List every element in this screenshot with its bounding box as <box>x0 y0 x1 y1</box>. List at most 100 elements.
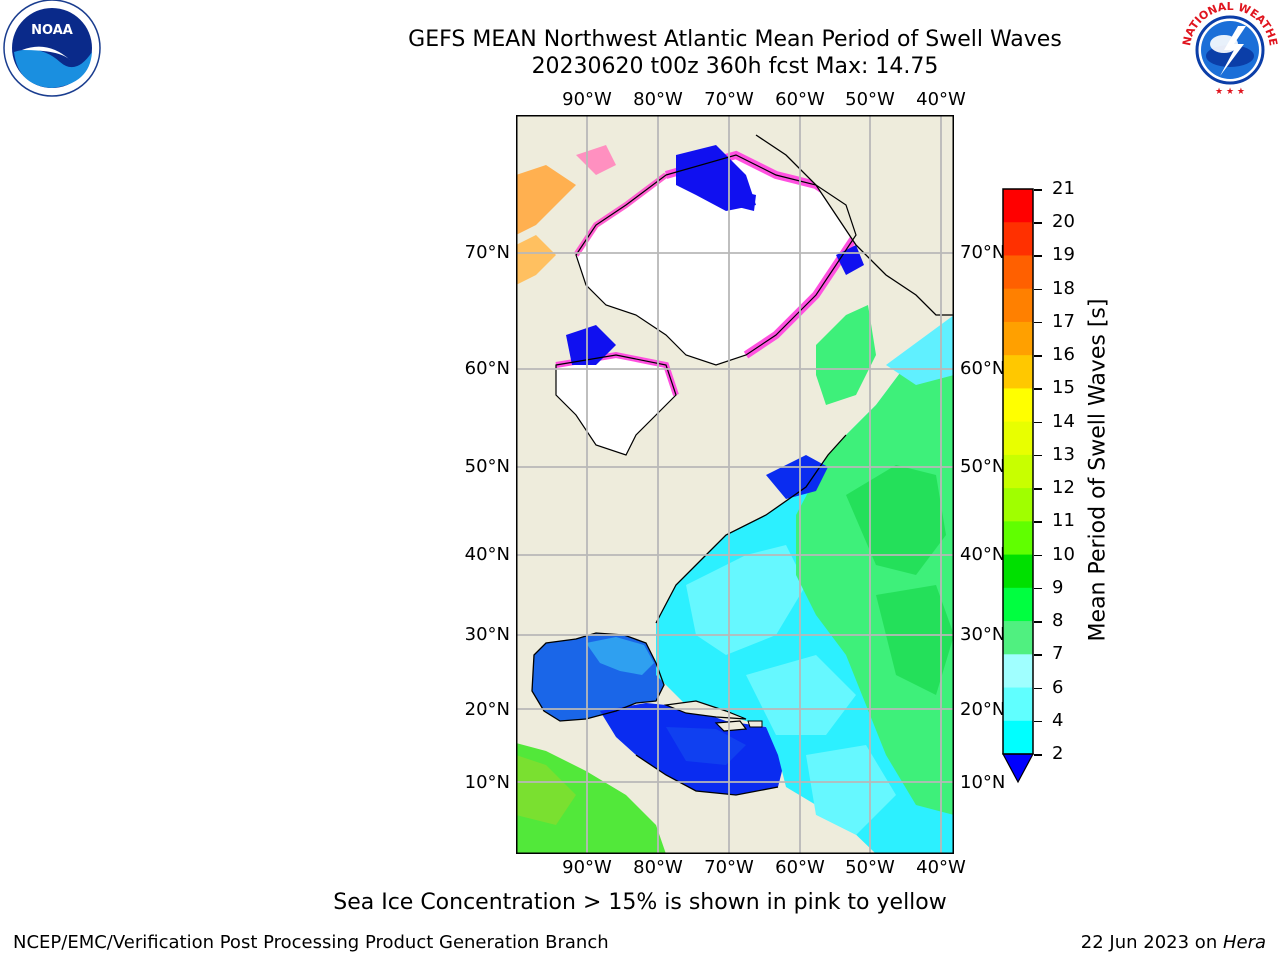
atlantic-green <box>796 335 954 815</box>
colorbar-tick-mark <box>1034 355 1042 357</box>
lon-label-bottom: 50°W <box>845 857 895 878</box>
footer-date: 22 Jun 2023 on <box>1080 932 1223 953</box>
nws-logo: NATIONAL WEATHER SERVICE ★ ★ ★ <box>1176 0 1280 100</box>
map-frame <box>516 115 954 854</box>
map-panel <box>516 115 954 854</box>
colorbar-tick-mark <box>1034 288 1042 291</box>
colorbar <box>1001 188 1036 784</box>
colorbar-tick-mark <box>1034 687 1042 690</box>
colorbar-extend-triangle <box>1001 753 1035 784</box>
colorbar-tick-label: 20 <box>1052 211 1075 233</box>
cuba <box>663 700 747 720</box>
footer-host: Hera <box>1222 932 1266 953</box>
lat-label-right: 50°N <box>960 456 1006 477</box>
colorbar-tick-label: 10 <box>1052 543 1075 565</box>
lat-label-right: 10°N <box>960 772 1006 793</box>
colorbar-tick-label: 21 <box>1052 178 1075 199</box>
colorbar-band <box>1003 355 1033 389</box>
colorbar-tick-mark <box>1034 421 1042 424</box>
lon-label-bottom: 60°W <box>775 857 825 878</box>
colorbar-tick-mark <box>1034 222 1042 224</box>
lon-label-bottom: 40°W <box>916 857 966 878</box>
colorbar-tick-mark <box>1034 388 1042 390</box>
colorbar-band <box>1003 321 1033 356</box>
lat-label-left: 20°N <box>464 699 510 720</box>
colorbar-tick-mark <box>1034 654 1042 656</box>
colorbar-band <box>1003 488 1033 522</box>
colorbar-tick-label: 16 <box>1052 344 1075 366</box>
lon-label-top: 60°W <box>775 89 825 110</box>
map-title: GEFS MEAN Northwest Atlantic Mean Period… <box>408 27 1062 52</box>
colorbar-band <box>1003 189 1033 223</box>
lat-label-right: 70°N <box>960 242 1006 263</box>
colorbar-band <box>1003 687 1033 722</box>
footer-right: 22 Jun 2023 on Hera <box>1081 932 1266 953</box>
colorbar-tick-mark <box>1034 554 1042 557</box>
colorbar-tick-label: 11 <box>1052 510 1075 532</box>
colorbar-band <box>1003 421 1033 456</box>
colorbar-tick-label: 14 <box>1052 410 1075 432</box>
hudson-bay-ice <box>576 155 856 365</box>
colorbar-tick-label: 6 <box>1052 676 1064 698</box>
footer-left: NCEP/EMC/Verification Post Processing Pr… <box>13 932 609 953</box>
colorbar-tick-mark <box>1034 488 1042 490</box>
colorbar-tick-label: 7 <box>1052 643 1064 665</box>
lat-label-left: 50°N <box>464 456 510 477</box>
colorbar-frame <box>1002 188 1034 755</box>
colorbar-tick-label: 9 <box>1052 576 1064 598</box>
colorbar-tick-mark <box>1034 189 1042 191</box>
graticule <box>516 115 954 854</box>
colorbar-tick-label: 18 <box>1052 277 1075 299</box>
lon-label-top: 50°W <box>845 89 895 110</box>
colorbar-band <box>1003 720 1033 755</box>
lat-label-left: 10°N <box>464 772 510 793</box>
lon-label-top: 70°W <box>704 89 754 110</box>
gulf-st-lawrence <box>766 455 828 499</box>
colorbar-label: Mean Period of Swell Waves [s] <box>1085 298 1111 642</box>
lat-label-right: 40°N <box>960 544 1006 565</box>
noaa-logo: NOAA <box>0 0 104 100</box>
lat-label-right: 20°N <box>960 699 1006 720</box>
colorbar-tick-mark <box>1034 754 1042 756</box>
colorbar-band <box>1003 288 1033 323</box>
colorbar-tick-mark <box>1034 587 1042 590</box>
colorbar-band <box>1003 587 1033 622</box>
colorbar-tick-mark <box>1034 255 1042 257</box>
colorbar-band <box>1003 521 1033 556</box>
colorbar-band <box>1003 454 1033 489</box>
colorbar-tick-label: 4 <box>1052 709 1064 731</box>
colorbar-tick-mark <box>1034 454 1042 457</box>
colorbar-band <box>1003 554 1033 589</box>
greenland <box>746 115 954 315</box>
colorbar-tick-label: 13 <box>1052 443 1075 465</box>
lat-label-left: 40°N <box>464 544 510 565</box>
lat-label-left: 60°N <box>464 358 510 379</box>
lon-label-top: 40°W <box>916 89 966 110</box>
lon-label-top: 80°W <box>633 89 683 110</box>
lat-label-left: 70°N <box>464 242 510 263</box>
lat-label-right: 60°N <box>960 358 1006 379</box>
colorbar-tick-mark <box>1034 321 1042 324</box>
lat-label-left: 30°N <box>464 624 510 645</box>
lon-label-bottom: 80°W <box>633 857 683 878</box>
colorbar-band <box>1003 654 1033 689</box>
colorbar-band <box>1003 621 1033 655</box>
map-subtitle: 20230620 t00z 360h fcst Max: 14.75 <box>531 54 939 79</box>
colorbar-tick-label: 8 <box>1052 610 1064 632</box>
lat-label-right: 30°N <box>960 624 1006 645</box>
colorbar-tick-label: 19 <box>1052 244 1075 266</box>
colorbar-band <box>1003 222 1033 256</box>
svg-text:★ ★ ★: ★ ★ ★ <box>1215 87 1245 97</box>
lon-label-bottom: 90°W <box>562 857 612 878</box>
map-svg <box>516 115 954 854</box>
colorbar-band <box>1003 388 1033 423</box>
noaa-logo-text: NOAA <box>31 23 73 38</box>
colorbar-tick-label: 12 <box>1052 477 1075 499</box>
colorbar-tick-mark <box>1034 621 1042 623</box>
arctic-ice-orange <box>516 165 576 235</box>
colorbar-tick-label: 2 <box>1052 743 1064 764</box>
lon-label-bottom: 70°W <box>704 857 754 878</box>
colorbar-tick-mark <box>1034 521 1042 523</box>
colorbar-svg <box>1001 188 1035 784</box>
lon-label-top: 90°W <box>562 89 612 110</box>
